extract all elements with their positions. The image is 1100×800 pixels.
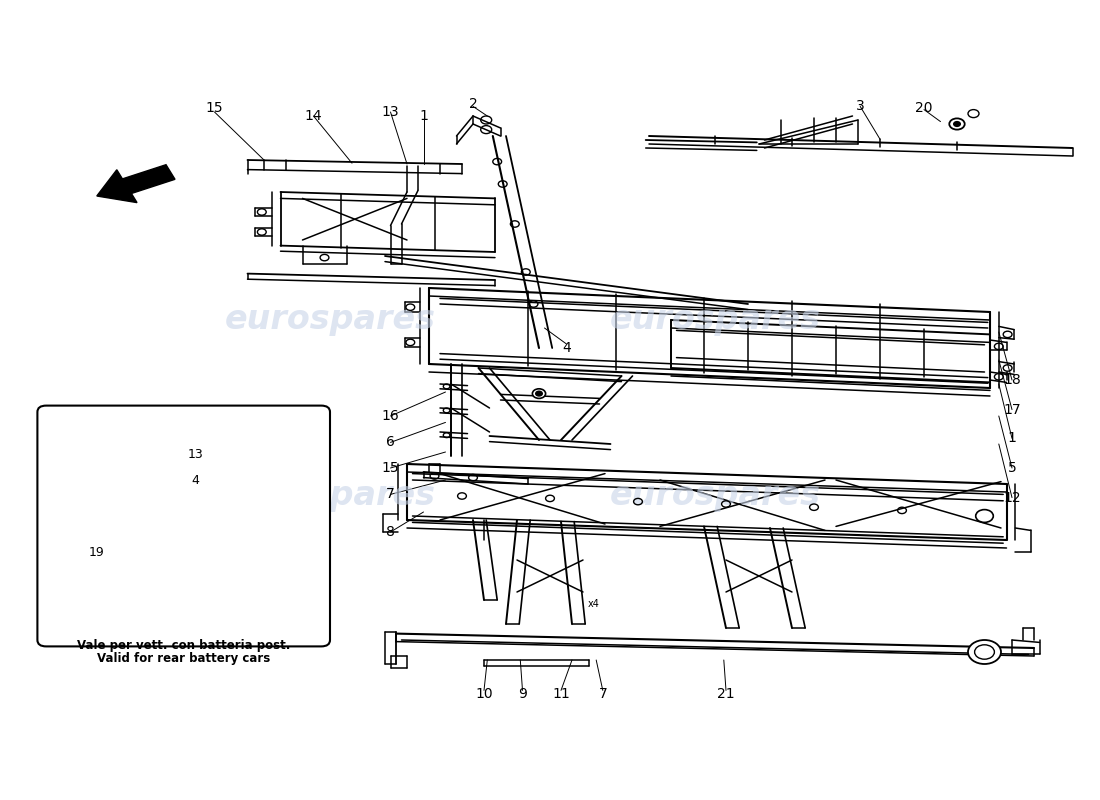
Text: 15: 15	[382, 461, 399, 475]
Text: 19: 19	[89, 546, 104, 558]
Text: 9: 9	[518, 686, 527, 701]
Text: 15: 15	[206, 101, 223, 115]
Text: 4: 4	[562, 341, 571, 355]
Text: 4: 4	[191, 474, 200, 486]
FancyArrow shape	[97, 165, 175, 202]
Text: eurospares: eurospares	[224, 479, 436, 513]
Text: 5: 5	[1008, 461, 1016, 475]
Circle shape	[954, 122, 960, 126]
Text: 16: 16	[382, 409, 399, 423]
Text: 3: 3	[856, 98, 865, 113]
Text: 13: 13	[188, 448, 204, 461]
Text: 13: 13	[382, 105, 399, 119]
Text: 18: 18	[1003, 373, 1021, 387]
Circle shape	[536, 391, 542, 396]
Text: Valid for rear battery cars: Valid for rear battery cars	[97, 652, 271, 665]
Circle shape	[532, 389, 546, 398]
Text: 10: 10	[475, 686, 493, 701]
Text: 11: 11	[552, 686, 570, 701]
Text: x4: x4	[588, 599, 600, 609]
Text: eurospares: eurospares	[224, 303, 436, 337]
Circle shape	[968, 640, 1001, 664]
Text: 1: 1	[1008, 431, 1016, 446]
Text: 7: 7	[598, 686, 607, 701]
Text: 20: 20	[915, 101, 933, 115]
Text: 17: 17	[1003, 402, 1021, 417]
Text: 6: 6	[386, 435, 395, 450]
Text: 1: 1	[419, 109, 428, 123]
Text: 12: 12	[1003, 490, 1021, 505]
Text: 2: 2	[469, 97, 477, 111]
Circle shape	[976, 510, 993, 522]
Text: 14: 14	[305, 109, 322, 123]
FancyBboxPatch shape	[37, 406, 330, 646]
Text: eurospares: eurospares	[609, 303, 821, 337]
Text: Vale per vett. con batteria post.: Vale per vett. con batteria post.	[77, 639, 290, 652]
Circle shape	[949, 118, 965, 130]
Text: 8: 8	[386, 525, 395, 539]
Text: eurospares: eurospares	[609, 479, 821, 513]
Text: 21: 21	[717, 686, 735, 701]
Text: 7: 7	[386, 487, 395, 502]
